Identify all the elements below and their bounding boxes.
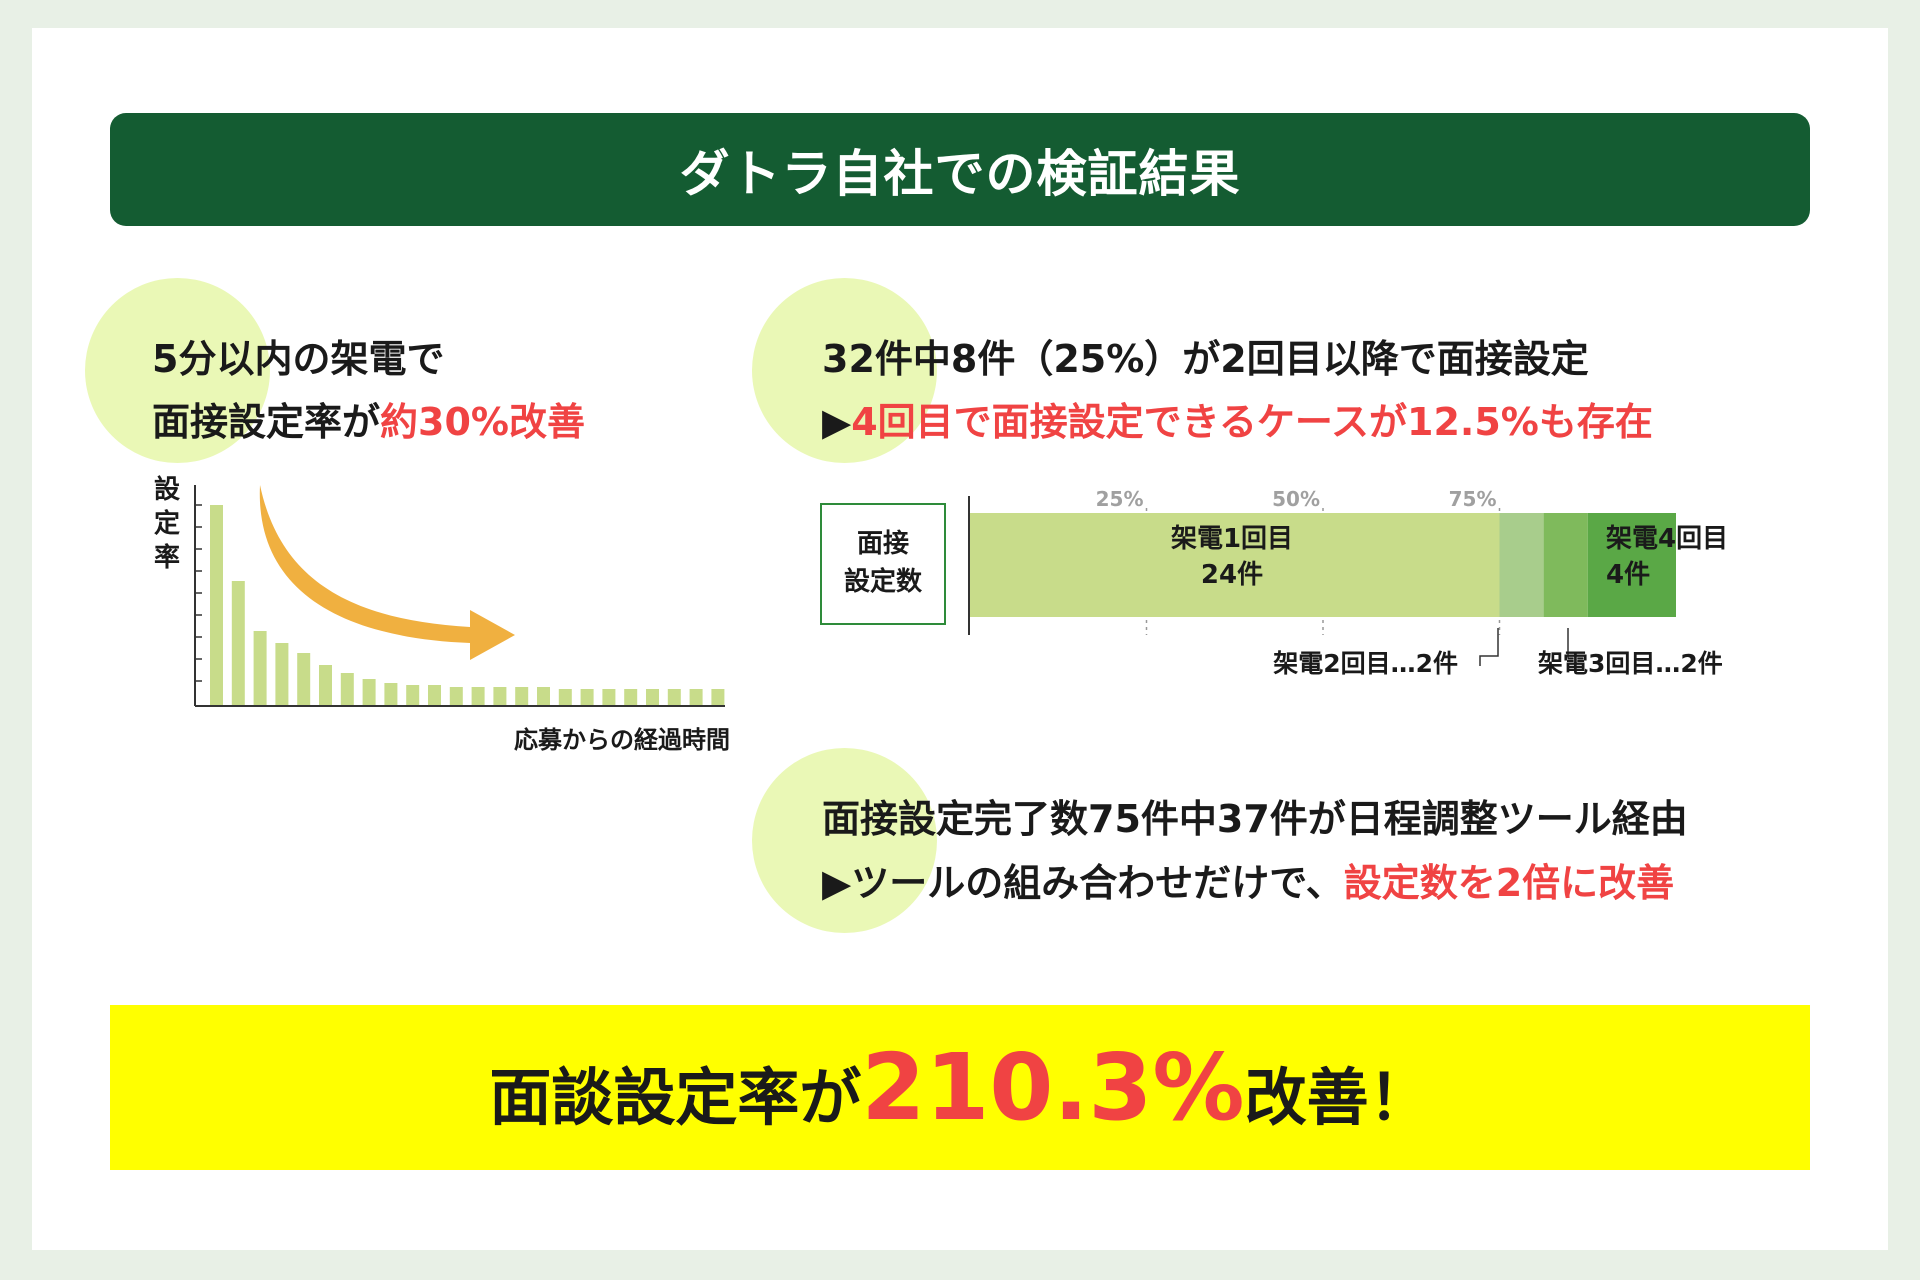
decay-xlabel: 応募からの経過時間 [514,726,730,754]
stacked-segment [1587,513,1676,617]
decay-bar [711,689,725,705]
page-title: ダトラ自社での検証結果 [679,144,1241,203]
banner-prefix: 面談設定率が [489,1061,862,1134]
callout2-label: 架電2回目…2件 [1273,649,1458,678]
decay-bar [646,689,659,705]
decay-ylabel-char: 設 [154,474,181,505]
circle-decoration-left [85,278,270,463]
decay-bar [319,665,332,705]
decay-chart: 設定率 応募からの経過時間 [154,474,730,754]
decay-ylabel: 設定率 [154,474,181,573]
circle-decoration-right-bottom [752,748,937,933]
stacked-tick-label: 50% [1272,487,1320,511]
stacked-segments [970,513,1676,617]
right-block1-line2: ▶4回目で面接設定できるケースが12.5%も存在 [822,400,1653,444]
banner-suffix: 改善！ [1244,1061,1431,1134]
decay-bar [362,679,376,705]
decay-bar [515,687,529,705]
callout3-label: 架電3回目…2件 [1538,649,1723,678]
decay-bar [297,653,311,705]
decay-bar [580,689,594,705]
segment1-name: 架電1回目 [1171,524,1293,554]
right-block1-line1: 32件中8件（25%）が2回目以降で面接設定 [822,337,1589,381]
stacked-box-label-line1: 面接 [856,529,909,560]
decay-bar [602,689,616,705]
decay-bar [428,685,441,705]
decay-bar [493,687,507,705]
right-block2-line2: ▶ツールの組み合わせだけで、設定数を2倍に改善 [822,861,1675,905]
decay-bar [558,689,572,705]
banner-highlight: 210.3% [861,1034,1245,1141]
decay-bar [406,685,420,705]
decay-bar [384,683,398,705]
decay-ylabel-char: 率 [154,542,180,573]
stacked-chart: 25% 50% 75% 架電1回目 24件 架電4回目 4件 架電2回目…2件 架電… [968,487,1728,678]
left-block-line2: 面接設定率が約30%改善 [152,400,585,444]
decay-bar [231,581,245,705]
stacked-segment [1499,513,1544,617]
segment1-count: 24件 [1201,560,1263,590]
decay-bar [340,673,354,705]
stacked-box-label-line2: 設定数 [843,567,922,597]
decay-bar [449,687,463,705]
decay-bar [689,689,703,705]
decay-bar [537,687,550,705]
stacked-tick-label: 25% [1096,487,1144,511]
decay-bars [210,505,725,705]
decay-arrow [259,485,515,660]
decay-bar [471,687,485,705]
right-block1-highlight: 4回目で面接設定できるケースが12.5%も存在 [851,400,1653,444]
circle-decoration-right-top [752,278,937,463]
banner-text: 面談設定率が 210.3% 改善！ [489,1034,1430,1141]
stacked-segment [970,513,1500,617]
left-block-line1: 5分以内の架電で [152,337,445,381]
segment4-name: 架電4回目 [1606,524,1728,554]
decay-bar [210,505,223,705]
decay-bar [624,689,638,705]
stacked-tick-label: 75% [1449,487,1497,511]
left-highlight: 約30%改善 [380,400,585,444]
segment4-count: 4件 [1606,560,1650,590]
result-banner: 面談設定率が 210.3% 改善！ [110,1005,1810,1170]
right-block2-line1: 面接設定完了数75件中37件が日程調整ツール経由 [822,797,1688,841]
right-block2-highlight: 設定数を2倍に改善 [1343,861,1675,905]
decay-bar [667,689,681,705]
decay-bar [253,631,267,705]
callout2-bracket [1479,628,1499,666]
decay-ylabel-char: 定 [154,508,180,539]
stacked-chart-label-box: 面接 設定数 [820,503,946,625]
title-bar: ダトラ自社での検証結果 [110,113,1810,226]
decay-bar [275,643,289,705]
decay-y-ticks [195,504,202,682]
stacked-segment [1543,513,1588,617]
